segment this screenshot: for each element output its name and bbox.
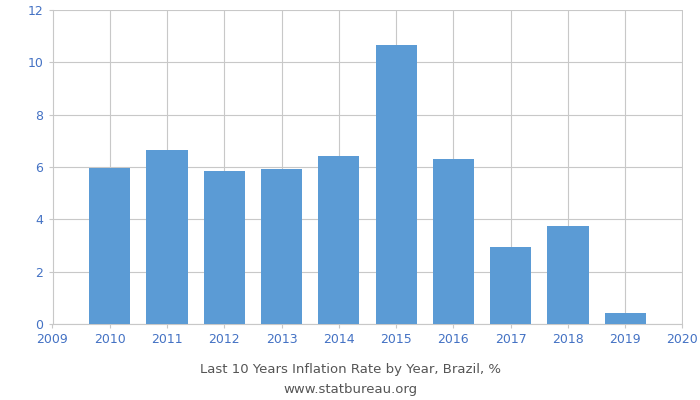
Bar <box>204 171 245 324</box>
Text: Last 10 Years Inflation Rate by Year, Brazil, %: Last 10 Years Inflation Rate by Year, Br… <box>199 364 500 376</box>
Bar <box>375 45 416 324</box>
Bar <box>547 226 589 324</box>
Bar <box>146 150 188 324</box>
Bar <box>605 313 646 324</box>
Bar <box>433 160 474 324</box>
Text: www.statbureau.org: www.statbureau.org <box>283 384 417 396</box>
Bar <box>490 247 531 324</box>
Bar <box>318 156 360 324</box>
Bar <box>261 169 302 324</box>
Bar <box>89 168 130 324</box>
